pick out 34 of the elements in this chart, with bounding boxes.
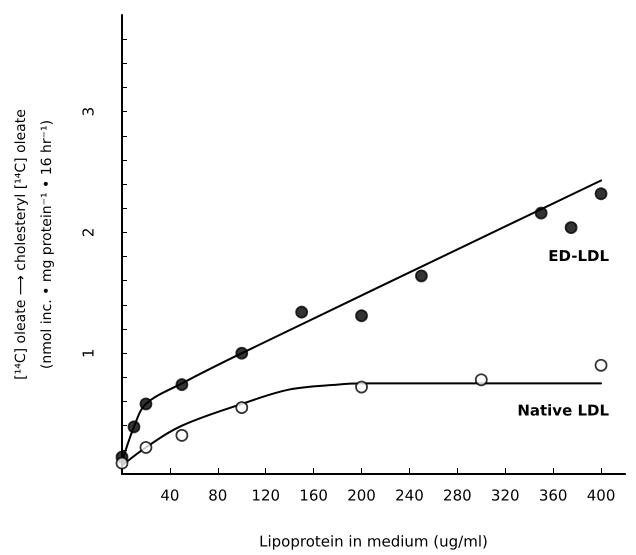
x-tick-label: 120 bbox=[251, 486, 280, 504]
point bbox=[140, 441, 152, 454]
point bbox=[564, 221, 578, 234]
point bbox=[235, 401, 248, 414]
point bbox=[415, 270, 428, 282]
y-tick-label: 3 bbox=[80, 106, 98, 116]
x-tick-label: 80 bbox=[208, 486, 228, 504]
point bbox=[534, 206, 548, 220]
x-tick-label: 160 bbox=[299, 486, 328, 504]
x-tick-label: 40 bbox=[160, 486, 180, 504]
x-tick-label: 360 bbox=[538, 486, 568, 504]
point bbox=[116, 456, 128, 470]
x-tick-label: 200 bbox=[347, 486, 376, 504]
x-axis-title: Lipoprotein in medium (ug/ml) bbox=[259, 532, 488, 550]
point bbox=[594, 358, 608, 372]
point bbox=[594, 187, 608, 200]
point bbox=[295, 306, 308, 319]
x-tick-label: 240 bbox=[395, 486, 424, 504]
x-tick-label: 400 bbox=[586, 486, 616, 504]
point bbox=[355, 380, 368, 394]
point bbox=[128, 420, 140, 434]
point bbox=[355, 309, 368, 322]
point bbox=[175, 378, 188, 392]
point bbox=[175, 428, 188, 442]
x-tick-label: 280 bbox=[443, 486, 472, 504]
x-tick-label: 320 bbox=[490, 486, 520, 504]
y-axis-title: [¹⁴C] oleate ⟶ cholesteryl [¹⁴C] oleate (nmol inc. • mg protein⁻¹ • 16 hr⁻¹) bbox=[13, 109, 55, 380]
y-tick-label: 1 bbox=[80, 348, 98, 358]
point bbox=[235, 346, 248, 360]
series-label: ED-LDL bbox=[548, 246, 610, 265]
y-tick-label: 2 bbox=[80, 228, 98, 238]
text: Native LDL bbox=[517, 401, 610, 420]
point bbox=[474, 373, 488, 386]
point bbox=[140, 398, 152, 410]
